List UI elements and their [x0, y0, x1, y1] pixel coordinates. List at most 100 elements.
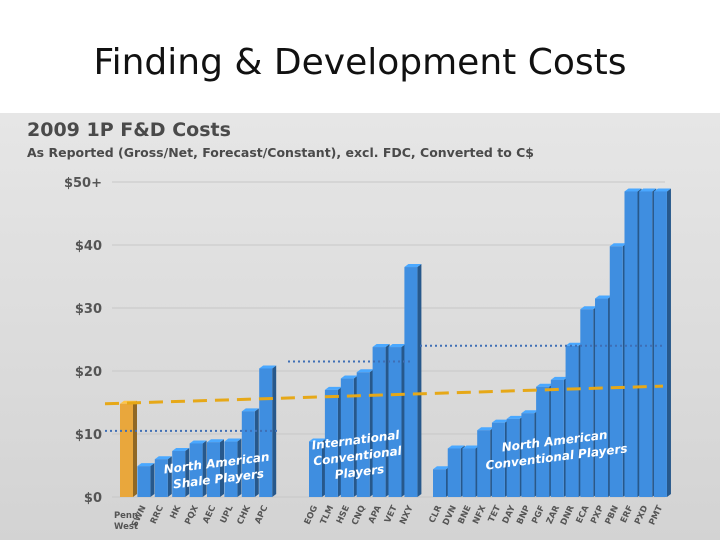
y-tick-label: $20 [75, 365, 102, 380]
bar-top [388, 344, 406, 348]
bar-top [506, 415, 524, 419]
category-label: AEC [201, 504, 218, 525]
bar-top [372, 344, 390, 348]
category-label: UPL [219, 504, 236, 526]
bar [309, 441, 322, 497]
bar-top [309, 438, 326, 442]
bar [356, 372, 370, 497]
bar-top [356, 369, 374, 373]
bar-top [491, 419, 509, 423]
bar-top [207, 439, 224, 443]
bar [120, 403, 133, 497]
bar-top [565, 342, 583, 346]
bar [372, 347, 386, 497]
bar-top [259, 365, 277, 369]
category-label: NXY [398, 503, 416, 526]
bar [639, 191, 653, 497]
y-tick-label: $50+ [64, 176, 102, 191]
category-label: NFX [471, 504, 488, 526]
category-label: EOG [303, 504, 321, 526]
bar-top [639, 188, 657, 192]
bar [207, 442, 220, 497]
slide-title: Finding & Development Costs [93, 42, 627, 83]
bar-top [462, 445, 480, 449]
category-label: RRC [149, 504, 166, 526]
bar-top [224, 438, 242, 442]
bar [536, 386, 550, 497]
bar-top [477, 427, 495, 431]
category-label: DVN [441, 504, 459, 527]
bar [491, 422, 505, 497]
bar-side [272, 365, 277, 497]
category-label: APA [367, 504, 384, 525]
bar [224, 441, 238, 497]
bar-top [137, 463, 155, 467]
bar [189, 443, 203, 497]
bar-side [666, 188, 671, 497]
bar-top [609, 243, 627, 247]
bar [433, 469, 446, 497]
bar [447, 448, 461, 497]
bar [580, 309, 594, 497]
bar [521, 413, 535, 497]
bar [259, 368, 273, 497]
bar-top [324, 386, 342, 390]
category-label: PBN [604, 504, 621, 526]
bar-top [447, 445, 465, 449]
chart-title: 2009 1P F&D Costs [27, 119, 231, 141]
bar [609, 246, 623, 497]
bar-top [550, 376, 568, 380]
bar-top [154, 456, 172, 460]
bar-top [189, 440, 207, 444]
y-tick-label: $10 [75, 428, 102, 443]
category-label: PMT [647, 504, 665, 527]
bar-top [580, 306, 598, 310]
category-label: APC [253, 504, 270, 525]
bar-top [624, 188, 642, 192]
bar [172, 451, 186, 497]
bar [550, 379, 564, 497]
bar-side [133, 400, 137, 497]
bar [565, 345, 579, 497]
bar-top [536, 383, 554, 387]
bar-side [220, 439, 224, 497]
bar-top [340, 375, 358, 379]
bar [462, 448, 476, 497]
y-tick-label: $30 [75, 302, 102, 317]
bar [324, 389, 338, 497]
bar-top [172, 448, 190, 452]
y-tick-label: $40 [75, 239, 102, 254]
bar [154, 459, 168, 497]
category-label: SWN [130, 504, 149, 529]
bar-top [653, 188, 671, 192]
bar-side [202, 440, 207, 497]
category-label: CHK [236, 504, 254, 527]
peer-average-line [104, 384, 664, 406]
y-tick-label: $0 [84, 491, 102, 506]
category-label: TLM [319, 504, 336, 526]
bar [624, 191, 638, 497]
bar [388, 347, 402, 497]
bar-side [417, 264, 422, 497]
bar-top [433, 466, 450, 470]
bar [595, 298, 609, 497]
category-label: CNQ [350, 504, 368, 527]
bar [241, 411, 255, 497]
bar-side [167, 456, 172, 497]
bar-top [595, 295, 613, 299]
bar-top [241, 408, 259, 412]
bar [477, 430, 491, 497]
bar [137, 466, 151, 497]
category-label: BNP [515, 504, 532, 526]
bar [340, 378, 354, 497]
category-label: West [114, 522, 138, 532]
bar [404, 267, 418, 497]
bar-side [237, 438, 242, 497]
bar-top [404, 264, 422, 268]
group-label-line: Players [334, 462, 385, 482]
bar-top [521, 410, 539, 414]
chart-subtitle: As Reported (Gross/Net, Forecast/Constan… [27, 145, 535, 160]
bar [506, 418, 520, 497]
bar [653, 191, 667, 497]
